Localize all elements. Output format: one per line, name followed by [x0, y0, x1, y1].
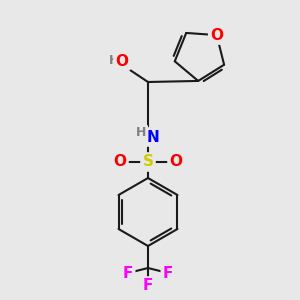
Text: N: N [147, 130, 159, 145]
Text: H: H [136, 127, 146, 140]
Text: O: O [113, 154, 127, 169]
Text: S: S [142, 154, 154, 169]
Text: O: O [169, 154, 182, 169]
Text: O: O [116, 53, 128, 68]
Text: F: F [143, 278, 153, 293]
Text: F: F [123, 266, 133, 280]
Text: H: H [109, 55, 119, 68]
Text: O: O [210, 28, 223, 43]
Text: F: F [163, 266, 173, 280]
